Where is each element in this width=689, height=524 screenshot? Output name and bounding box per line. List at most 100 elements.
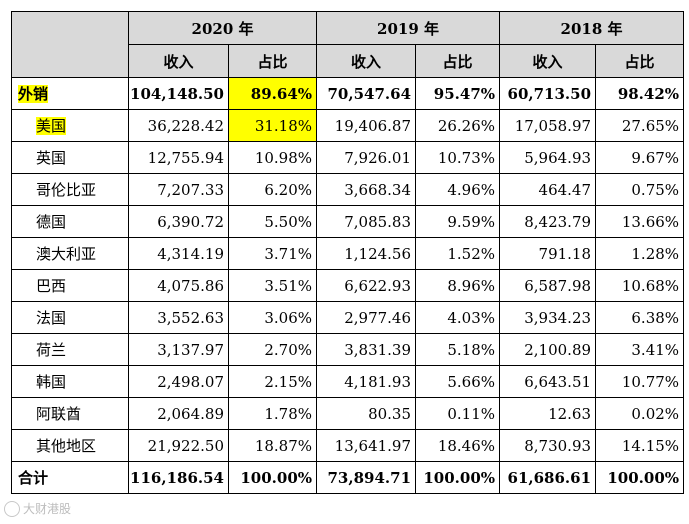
share-cell: 4.96%: [415, 173, 501, 206]
table-row: 英国 12,755.94 10.98% 7,926.01 10.73% 5,964.93 9…: [11, 141, 685, 174]
share-cell: 5.66%: [415, 365, 501, 398]
revenue-cell: 6,622.93: [316, 269, 417, 302]
header-year-2020: 2020 年: [127, 11, 318, 45]
share-cell: 18.46%: [415, 429, 501, 462]
table-row: 巴西 4,075.86 3.51% 6,622.93 8.96% 6,587.98 10.6…: [11, 269, 685, 302]
header-revenue: 收入: [499, 44, 597, 78]
revenue-cell: 3,552.63: [128, 301, 229, 334]
revenue-cell: 19,406.87: [316, 109, 417, 142]
row-label-text: 其他地区: [36, 437, 97, 455]
share-cell: 100.00%: [595, 461, 685, 494]
share-cell: 9.59%: [415, 205, 501, 238]
revenue-cell: 12.63: [499, 397, 597, 430]
header-revenue: 收入: [128, 44, 229, 78]
revenue-cell: 8,730.93: [499, 429, 597, 462]
row-label: 澳大利亚: [11, 237, 129, 270]
header-share: 占比: [415, 44, 501, 78]
revenue-cell: 4,314.19: [128, 237, 229, 270]
revenue-cell: 791.18: [499, 237, 597, 270]
row-label: 荷兰: [11, 333, 129, 366]
table-row: 荷兰 3,137.97 2.70% 3,831.39 5.18% 2,100.89 3.41…: [11, 333, 685, 366]
share-cell: 3.06%: [227, 301, 318, 334]
share-cell: 3.71%: [227, 237, 318, 270]
share-cell: 100.00%: [227, 461, 318, 494]
revenue-cell: 3,831.39: [316, 333, 417, 366]
row-label-text: 澳大利亚: [36, 245, 97, 263]
revenue-cell: 2,498.07: [128, 365, 229, 398]
table-row: 德国 6,390.72 5.50% 7,085.83 9.59% 8,423.79 13.6…: [11, 205, 685, 238]
revenue-cell: 73,894.71: [316, 461, 417, 494]
revenue-cell: 1,124.56: [316, 237, 417, 270]
revenue-cell: 12,755.94: [128, 141, 229, 174]
share-cell: 26.26%: [415, 109, 501, 142]
row-label-text: 外销: [18, 85, 49, 103]
row-label: 美国: [11, 109, 129, 142]
row-label: 德国: [11, 205, 129, 238]
revenue-cell: 70,547.64: [316, 77, 417, 110]
share-cell: 0.02%: [595, 397, 685, 430]
share-cell: 2.15%: [227, 365, 318, 398]
row-label: 阿联酋: [11, 397, 129, 430]
header-share: 占比: [227, 44, 318, 78]
share-cell: 10.73%: [415, 141, 501, 174]
header-year-row: 2020 年 2019 年 2018 年: [11, 11, 685, 78]
revenue-cell: 5,964.93: [499, 141, 597, 174]
header-year-2018: 2018 年: [499, 11, 685, 45]
revenue-cell: 3,137.97: [128, 333, 229, 366]
share-cell: 5.18%: [415, 333, 501, 366]
revenue-cell: 6,390.72: [128, 205, 229, 238]
header-blank: [11, 11, 129, 78]
revenue-cell: 4,181.93: [316, 365, 417, 398]
watermark-logo-icon: [4, 500, 20, 517]
table-row: 其他地区 21,922.50 18.87% 13,641.97 18.46% 8,730.…: [11, 429, 685, 462]
row-label-text: 荷兰: [36, 341, 67, 359]
row-label: 外销: [11, 77, 129, 110]
row-label: 韩国: [11, 365, 129, 398]
share-cell: 5.50%: [227, 205, 318, 238]
share-cell: 9.67%: [595, 141, 685, 174]
revenue-cell: 7,926.01: [316, 141, 417, 174]
share-cell: 1.28%: [595, 237, 685, 270]
revenue-cell: 17,058.97: [499, 109, 597, 142]
share-cell: 10.98%: [227, 141, 318, 174]
share-cell: 4.03%: [415, 301, 501, 334]
share-cell: 0.11%: [415, 397, 501, 430]
share-cell: 10.77%: [595, 365, 685, 398]
share-cell: 3.51%: [227, 269, 318, 302]
share-cell: 8.96%: [415, 269, 501, 302]
row-label-text: 哥伦比亚: [36, 181, 97, 199]
share-cell: 89.64%: [227, 77, 318, 110]
row-label-text: 德国: [36, 213, 67, 231]
revenue-cell: 36,228.42: [128, 109, 229, 142]
share-cell: 6.38%: [595, 301, 685, 334]
header-year-2019: 2019 年: [316, 11, 501, 45]
revenue-cell: 464.47: [499, 173, 597, 206]
table-row: 澳大利亚 4,314.19 3.71% 1,124.56 1.52% 791.18 1.28…: [11, 237, 685, 270]
share-cell: 31.18%: [227, 109, 318, 142]
share-cell: 95.47%: [415, 77, 501, 110]
share-cell: 10.68%: [595, 269, 685, 302]
revenue-cell: 21,922.50: [128, 429, 229, 462]
revenue-cell: 2,064.89: [128, 397, 229, 430]
row-label: 法国: [11, 301, 129, 334]
revenue-table: 2020 年 2019 年 2018 年 收入 占比 收入 占比 收入 占比 外…: [11, 11, 685, 494]
revenue-cell: 60,713.50: [499, 77, 597, 110]
revenue-cell: 7,207.33: [128, 173, 229, 206]
row-label: 英国: [11, 141, 129, 174]
share-cell: 2.70%: [227, 333, 318, 366]
row-label-text: 巴西: [36, 277, 67, 295]
row-label: 哥伦比亚: [11, 173, 129, 206]
table-row: 阿联酋 2,064.89 1.78% 80.35 0.11% 12.63 0.02%: [11, 397, 685, 430]
revenue-cell: 61,686.61: [499, 461, 597, 494]
table-row: 韩国 2,498.07 2.15% 4,181.93 5.66% 6,643.51 10.7…: [11, 365, 685, 398]
revenue-cell: 4,075.86: [128, 269, 229, 302]
row-label: 其他地区: [11, 429, 129, 462]
share-cell: 3.41%: [595, 333, 685, 366]
row-label-text: 阿联酋: [36, 405, 82, 423]
share-cell: 1.52%: [415, 237, 501, 270]
row-label-text: 英国: [36, 149, 67, 167]
revenue-cell: 2,977.46: [316, 301, 417, 334]
share-cell: 14.15%: [595, 429, 685, 462]
row-label-text: 合计: [18, 469, 49, 487]
watermark: 大财港股: [4, 500, 71, 517]
